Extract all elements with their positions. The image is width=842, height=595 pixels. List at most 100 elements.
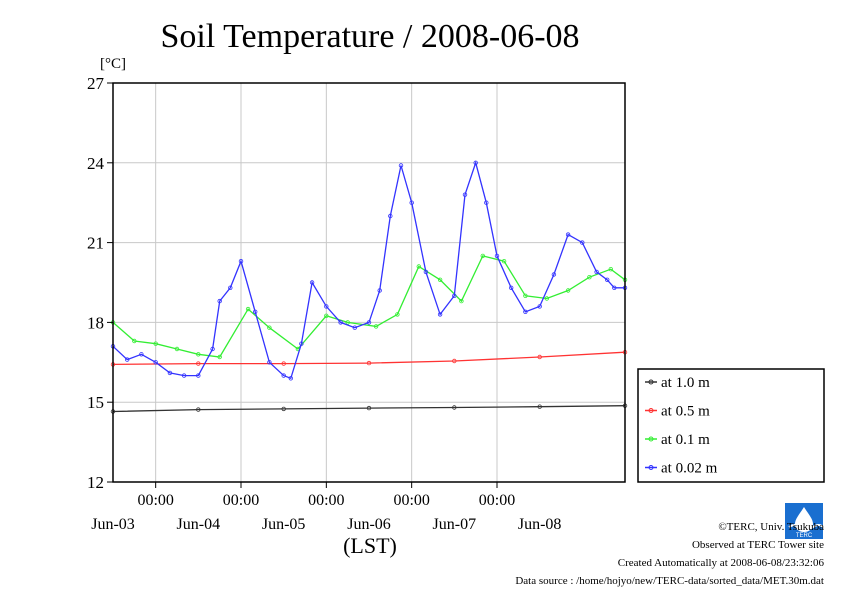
- data-point: [196, 407, 201, 412]
- footer-copyright: ©TERC, Univ. Tsukuba: [718, 521, 824, 533]
- data-point: [395, 312, 400, 317]
- data-point: [587, 275, 592, 280]
- legend-item: at 1.0 m: [645, 375, 710, 391]
- data-point: [523, 293, 528, 298]
- data-point: [238, 259, 244, 264]
- x-date-label: Jun-03: [91, 516, 135, 533]
- data-point: [537, 354, 542, 360]
- data-point: [288, 376, 293, 381]
- y-tick-label: 24: [87, 154, 105, 173]
- series-at-0-02-m: [110, 160, 628, 381]
- data-point: [153, 341, 158, 346]
- data-point: [565, 232, 571, 237]
- grid-lines: [113, 82, 625, 483]
- data-point: [544, 296, 549, 301]
- data-point: [267, 360, 272, 365]
- x-tick-time-label: 00:00: [223, 492, 259, 509]
- legend-item: at 0.1 m: [645, 432, 710, 448]
- x-tick-time-label: 00:00: [393, 492, 429, 509]
- data-point: [281, 373, 286, 378]
- data-point: [124, 357, 130, 362]
- data-point: [416, 264, 421, 269]
- data-point: [452, 405, 457, 410]
- svg-text:TERC: TERC: [796, 533, 813, 539]
- legend-label: at 0.5 m: [661, 404, 710, 420]
- data-point: [174, 346, 180, 352]
- data-point: [132, 338, 137, 344]
- x-date-label: Jun-05: [262, 516, 306, 533]
- data-point: [409, 200, 414, 205]
- data-point: [352, 325, 357, 330]
- data-point: [228, 285, 233, 290]
- data-point: [473, 160, 478, 165]
- series-line: [112, 351, 626, 366]
- data-point: [210, 346, 215, 352]
- data-point: [608, 267, 613, 272]
- data-point: [153, 360, 158, 365]
- data-point: [196, 373, 201, 378]
- data-point: [345, 320, 350, 325]
- data-point: [537, 404, 542, 409]
- data-point: [324, 304, 329, 309]
- data-point: [462, 192, 468, 197]
- data-point: [437, 312, 443, 317]
- data-point: [565, 288, 571, 293]
- data-point: [281, 406, 286, 412]
- data-point: [612, 285, 617, 290]
- data-point: [373, 324, 379, 329]
- data-point: [594, 269, 599, 275]
- series-layer: [110, 160, 628, 414]
- legend-label: at 0.02 m: [661, 461, 718, 477]
- data-point: [501, 259, 507, 264]
- chart-title: Soil Temperature / 2008-06-08: [160, 18, 579, 55]
- data-point: [139, 352, 144, 357]
- legend-item: at 0.02 m: [645, 461, 718, 477]
- data-point: [523, 309, 528, 314]
- data-point: [167, 370, 173, 376]
- y-axis-ticks: 12 15 18 21 24 27: [87, 74, 113, 492]
- data-point: [245, 306, 251, 312]
- legend: at 1.0 m at 0.5 m at 0.1 m at 0.02 m: [637, 368, 825, 483]
- data-point: [217, 354, 222, 360]
- x-date-label: Jun-06: [347, 516, 391, 533]
- legend-label: at 0.1 m: [661, 432, 710, 448]
- data-point: [366, 320, 372, 325]
- x-tick-time-label: 00:00: [308, 492, 344, 509]
- data-point: [281, 361, 286, 366]
- terc-logo-icon: TERC: [785, 503, 823, 539]
- y-tick-label: 27: [87, 74, 105, 93]
- data-point: [196, 352, 201, 357]
- data-point: [324, 313, 329, 318]
- data-point: [366, 405, 372, 411]
- x-date-label: Jun-04: [177, 516, 221, 533]
- data-point: [196, 361, 201, 366]
- legend-marker: [648, 465, 654, 470]
- footer-created: Created Automatically at 2008-06-08/23:3…: [617, 557, 824, 569]
- x-date-label: Jun-08: [518, 516, 562, 533]
- x-tick-time-label: 00:00: [137, 492, 173, 509]
- series-line: [112, 160, 625, 380]
- series-at-0-1-m: [110, 253, 628, 360]
- data-point: [267, 325, 272, 330]
- y-tick-label: 15: [87, 393, 104, 412]
- series-at-1-0-m: [110, 403, 628, 414]
- data-point: [480, 253, 485, 259]
- data-point: [459, 298, 464, 304]
- data-point: [452, 358, 457, 364]
- series-line: [112, 405, 626, 413]
- data-point: [437, 277, 443, 282]
- data-point: [309, 280, 315, 285]
- plot-frame: [112, 82, 626, 483]
- data-point: [423, 269, 429, 275]
- footer-source: Data source : /home/hojyo/new/TERC-data/…: [515, 575, 824, 587]
- x-axis-label: (LST): [343, 533, 397, 558]
- legend-box: [637, 368, 825, 483]
- y-axis-unit-label: [°C]: [100, 56, 126, 72]
- data-point: [398, 163, 404, 168]
- data-point: [388, 213, 393, 219]
- y-tick-label: 21: [87, 234, 104, 253]
- legend-marker: [648, 436, 654, 442]
- legend-item: at 0.5 m: [645, 404, 710, 420]
